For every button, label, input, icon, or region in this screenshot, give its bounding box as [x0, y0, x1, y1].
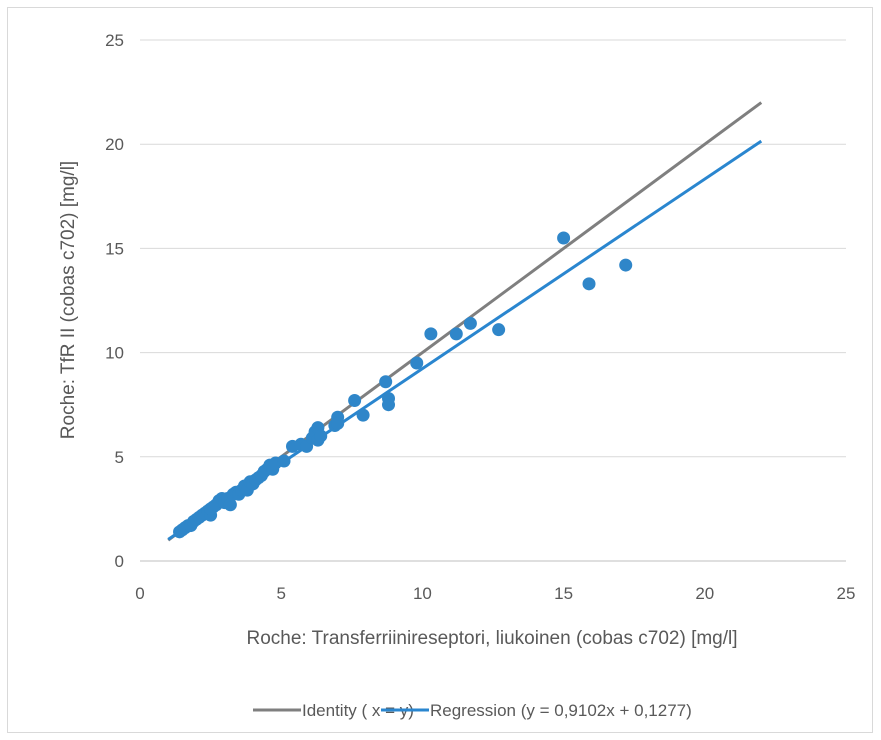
data-point [348, 394, 362, 408]
data-points [173, 231, 633, 539]
y-tick-label: 10 [105, 344, 124, 363]
data-point [331, 416, 345, 430]
x-axis-title: Roche: Transferriinireseptori, liukoinen… [246, 628, 737, 649]
data-point [492, 323, 506, 337]
data-point [619, 258, 633, 272]
y-tick-label: 20 [105, 135, 124, 154]
data-point [277, 454, 291, 468]
data-point [463, 316, 477, 330]
data-point [314, 429, 328, 443]
x-tick-labels: 0 5 10 15 20 25 [135, 584, 855, 603]
y-tick-label: 15 [105, 239, 124, 258]
y-axis-title: Roche: TfR II (cobas c702) [mg/l] [58, 161, 79, 439]
x-tick-label: 10 [413, 584, 432, 603]
y-tick-label: 0 [115, 552, 124, 571]
data-point [379, 375, 393, 389]
x-tick-label: 25 [837, 584, 856, 603]
legend: Identity ( x = y) Regression (y = 0,9102… [253, 701, 692, 720]
y-tick-label: 5 [115, 448, 124, 467]
data-point [382, 398, 396, 412]
x-tick-label: 0 [135, 584, 144, 603]
x-tick-label: 15 [554, 584, 573, 603]
data-point [223, 498, 237, 512]
data-point [424, 327, 438, 341]
data-point [449, 327, 463, 341]
legend-label-identity: Identity ( x = y) [302, 701, 414, 720]
y-tick-label: 25 [105, 31, 124, 50]
data-point [557, 231, 571, 245]
y-tick-labels: 0 5 10 15 20 25 [105, 31, 124, 571]
data-point [410, 356, 424, 370]
x-tick-label: 5 [276, 584, 285, 603]
data-point [582, 277, 596, 291]
legend-label-regression: Regression (y = 0,9102x + 0,1277) [430, 701, 692, 720]
x-tick-label: 20 [695, 584, 714, 603]
data-point [356, 408, 370, 422]
gridlines [140, 39, 846, 458]
